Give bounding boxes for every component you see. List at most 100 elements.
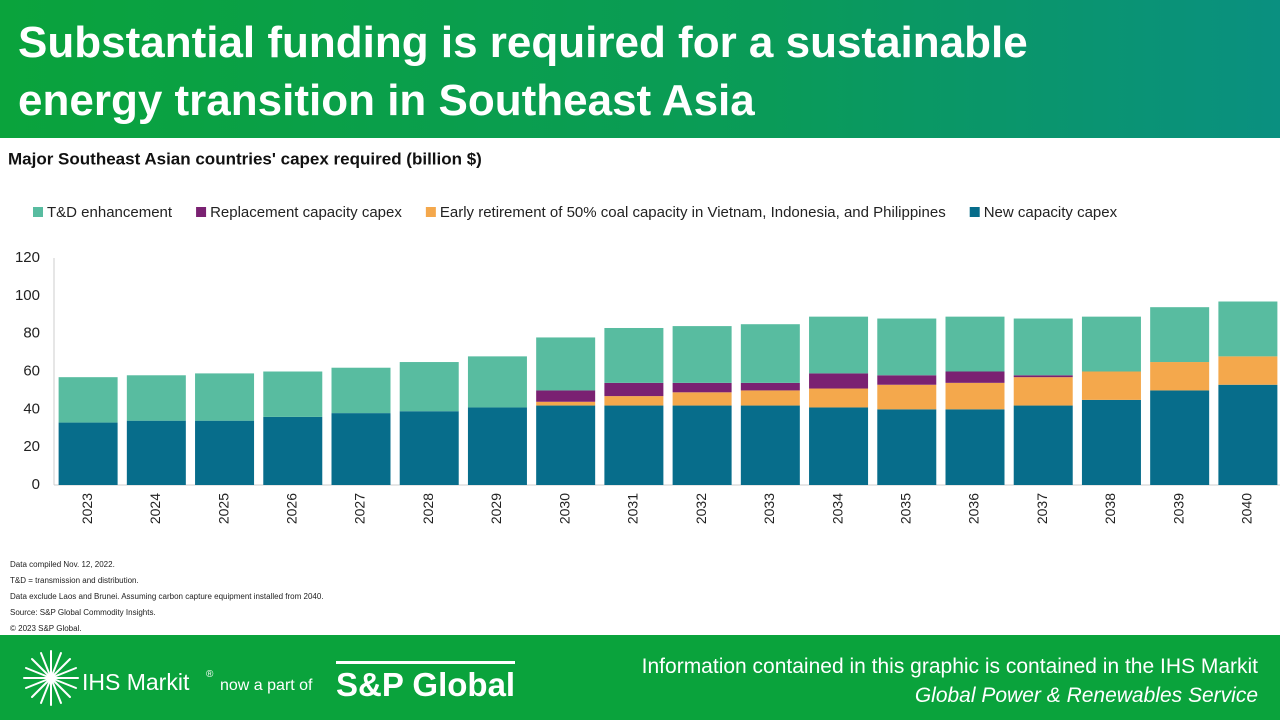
legend-label: Replacement capacity capex [210,204,402,221]
bar-segment [740,324,800,383]
bar-segment [740,405,800,485]
x-tick-label: 2039 [1170,493,1186,524]
x-tick-label: 2035 [897,493,913,524]
logo-icon [23,650,79,706]
bar-segment [604,405,664,485]
x-tick-label: 2030 [556,493,572,524]
y-tick-label: 20 [23,438,40,455]
x-tick-label: 2031 [625,493,641,524]
x-tick-label: 2024 [147,493,163,524]
bar-segment [1150,307,1210,363]
legend-swatch [969,207,980,217]
bar-segment [672,326,732,383]
bar-segment [195,373,255,421]
legend-label: T&D enhancement [47,204,173,221]
bar-segment [877,318,937,376]
legend-label: New capacity capex [984,204,1118,221]
legend-swatch [425,207,436,217]
bar-segment [1081,399,1141,485]
chart-title: Major Southeast Asian countries' capex r… [8,149,482,168]
footer: IHS Markit ® now a part of S&P Global In… [0,635,1280,720]
bar-segment [1013,318,1073,376]
bar-segment [945,371,1005,383]
bar-segment [604,382,664,397]
connector: now a part of [220,677,313,694]
bar-segment [604,396,664,406]
bar-segment [1013,377,1073,406]
x-tick-label: 2023 [79,493,95,524]
registered-mark: ® [206,669,214,680]
x-tick-label: 2037 [1034,493,1050,524]
bar-segment [809,388,869,408]
y-tick-label: 0 [32,476,40,493]
bar-segment [536,405,596,485]
x-tick-label: 2034 [829,493,845,524]
footnote: Data compiled Nov. 12, 2022. [10,560,115,569]
y-tick-label: 120 [15,249,40,266]
bar-segment [536,401,596,406]
bar-segment [945,382,1005,410]
bar-segment [1081,371,1141,400]
bar-segment [1150,390,1210,485]
bar-segment [945,409,1005,485]
footnote: Source: S&P Global Commodity Insights. [10,608,156,617]
bar-segment [672,382,732,393]
bar-segment [809,407,869,485]
bar-segment [877,409,937,485]
bar-segment [672,405,732,485]
bar-segment [195,420,255,485]
bar-segment [399,411,459,485]
bar-segment [1218,301,1278,357]
bar-segment [672,392,732,406]
bar-segment [877,375,937,385]
bar-segment [604,327,664,383]
bar-segment [877,384,937,410]
bar-segment [809,373,869,389]
y-tick-label: 40 [23,400,40,417]
bar-segment [536,337,596,391]
x-tick-label: 2025 [215,493,231,524]
note-line-2: Global Power & Renewables Service [914,684,1258,707]
x-tick-label: 2029 [488,493,504,524]
bar-segment [1013,405,1073,485]
x-tick-label: 2036 [966,493,982,524]
footnote: Data exclude Laos and Brunei. Assuming c… [10,592,324,601]
bar-segment [1081,316,1141,372]
footnote: T&D = transmission and distribution. [10,576,139,585]
x-tick-label: 2028 [420,493,436,524]
bar-segment [740,390,800,406]
bar-segment [58,422,118,485]
bar-segment [809,316,869,374]
x-tick-label: 2026 [283,493,299,524]
y-tick-label: 60 [23,362,40,379]
bar-segment [263,416,323,485]
x-tick-label: 2040 [1239,493,1255,524]
bar-segment [536,390,596,402]
note-line-1: Information contained in this graphic is… [641,655,1258,678]
bar-segment [263,371,323,417]
bar-segment [1013,375,1073,378]
bar-segment [467,356,527,408]
x-tick-label: 2033 [761,493,777,524]
bar-segment [945,316,1005,372]
bar-segment [1150,362,1210,391]
bar-segment [467,407,527,485]
slide-title: Substantial funding is required for a su… [18,18,1028,125]
brand: IHS Markit [82,669,190,695]
bar-segment [331,413,391,485]
y-tick-label: 80 [23,325,40,342]
header: Substantial funding is required for a su… [0,0,1280,138]
x-tick-label: 2038 [1102,493,1118,524]
x-tick-label: 2032 [693,493,709,524]
partner: S&P Global [336,661,516,704]
bar-segment [58,377,118,423]
legend-label: Early retirement of 50% coal capacity in… [440,204,946,221]
bar-segment [126,375,186,421]
y-tick-label: 100 [15,287,40,304]
bar-segment [1218,356,1278,385]
bar-segment [126,420,186,485]
bar-segment [740,382,800,391]
legend-swatch [33,207,43,217]
x-tick-label: 2027 [352,493,368,524]
